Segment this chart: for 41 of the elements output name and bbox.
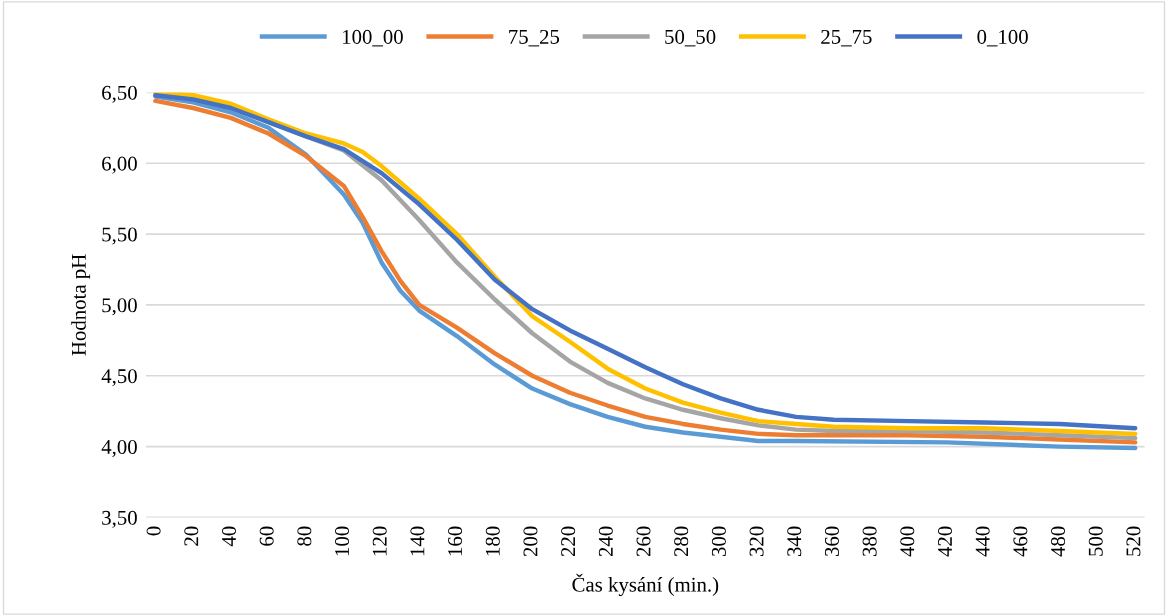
x-tick-label: 400 <box>900 526 915 557</box>
y-tick-label: 5,00 <box>102 298 137 316</box>
x-tick-label: 80 <box>297 526 312 546</box>
x-tick-label: 280 <box>674 526 689 557</box>
y-tick-label: 6,00 <box>102 156 137 174</box>
legend-label: 0_100 <box>977 29 1028 47</box>
x-tick-label: 440 <box>975 526 990 557</box>
x-tick-label: 200 <box>523 526 538 557</box>
x-tick-label: 140 <box>410 526 425 556</box>
x-tick-label: 0 <box>146 526 161 536</box>
x-tick-label: 360 <box>824 526 839 557</box>
x-tick-label: 240 <box>598 526 613 557</box>
y-tick-label: 4,00 <box>101 439 137 458</box>
x-tick-label: 380 <box>862 526 877 557</box>
legend-label: 25_75 <box>821 29 872 47</box>
y-tick-label: 6,50 <box>102 85 137 103</box>
y-tick-label: 5,50 <box>102 227 137 245</box>
legend-label: 75_25 <box>509 29 560 47</box>
x-tick-label: 300 <box>711 526 726 557</box>
y-tick-label: 4,50 <box>101 369 137 387</box>
x-tick-label: 460 <box>1013 526 1028 557</box>
x-tick-label: 500 <box>1088 526 1103 556</box>
x-tick-label: 420 <box>937 526 953 557</box>
x-tick-label: 320 <box>749 526 764 557</box>
x-tick-label: 120 <box>372 526 387 556</box>
x-tick-label: 180 <box>485 526 500 556</box>
x-tick-label: 220 <box>561 526 576 557</box>
x-tick-label: 340 <box>787 526 802 557</box>
x-axis-title: Čas kysání (min.) <box>572 573 719 597</box>
legend-label: 100_00 <box>342 29 403 47</box>
legend-label: 50_50 <box>665 29 716 47</box>
x-tick-label: 520 <box>1126 526 1141 556</box>
y-tick-label: 3,50 <box>102 510 137 528</box>
x-tick-label: 260 <box>636 526 651 557</box>
y-axis-title: Hodnota pH <box>71 254 91 356</box>
x-tick-label: 40 <box>221 526 237 547</box>
x-tick-label: 100 <box>335 526 350 556</box>
x-tick-label: 20 <box>184 526 199 546</box>
x-tick-label: 160 <box>448 526 463 556</box>
x-tick-label: 60 <box>259 526 274 546</box>
x-tick-label: 480 <box>1051 526 1066 557</box>
